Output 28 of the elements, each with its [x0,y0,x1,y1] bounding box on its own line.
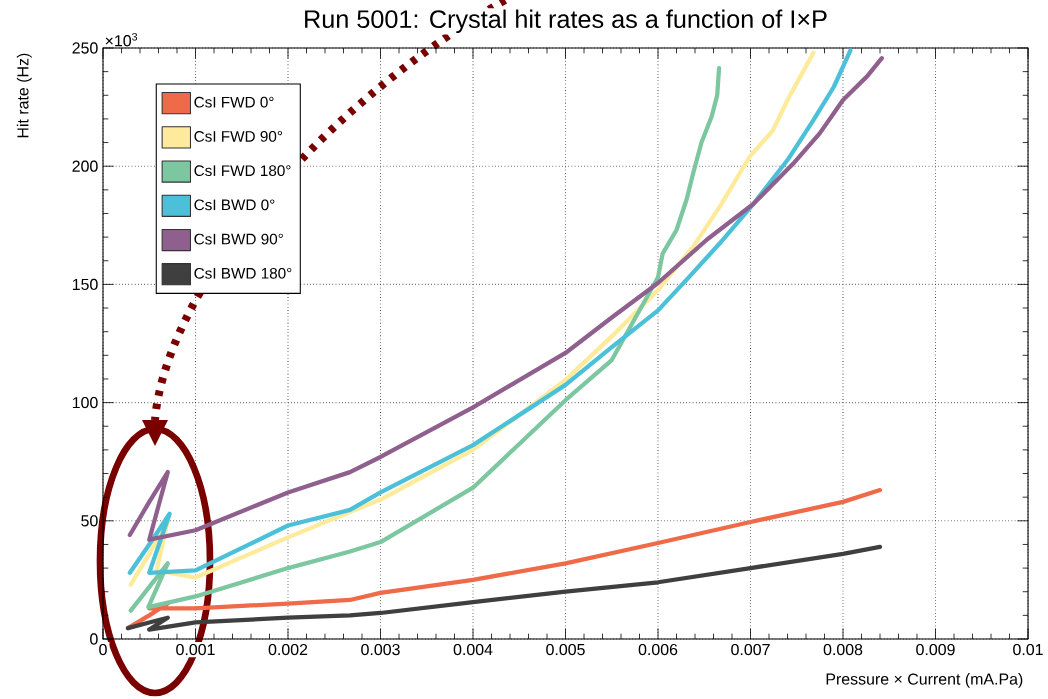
chart-title: Run 5001: Crystal hit rates as a function of I×P [305,9,827,34]
x-tick-label: 0.002 [268,643,308,656]
y-tick-label: 150 [72,278,98,291]
legend-label: CsI BWD 0° [194,199,275,211]
x-tick-label: 0.001 [176,643,215,656]
legend-label: CsI FWD 90° [194,131,283,142]
x-tick-label: 0.006 [638,643,678,656]
y-tick-label: 100 [72,396,98,409]
y-tick-label: 200 [72,160,98,172]
text: ×10$^{3}$ [105,33,138,47]
legend-label: CsI FWD 0° [194,96,274,108]
y-tick-label: 0 [90,633,98,645]
x-tick-label: 0.008 [823,643,863,656]
x-tick-label: 0.003 [361,643,400,656]
y-tick-label: 250 [72,42,98,54]
y-axis-title: Hit rate (Hz) [16,53,32,138]
x-axis-title: Pressure × Current (mA.Pa) [826,673,1023,688]
legend-label: CsI FWD 180° [194,165,291,177]
legend-label: CsI BWD 90° [194,233,283,245]
y-tick-label: 50 [81,515,98,527]
legend-label: CsI BWD 180° [194,267,292,279]
x-tick-label: 0.004 [453,643,493,656]
x-tick-label: 0.01 [1013,643,1043,656]
x-tick-label: 0.005 [546,643,585,656]
x-tick-label: 0 [99,643,107,656]
x-tick-label: 0.009 [916,643,955,656]
x-tick-label: 0.007 [731,643,770,656]
line-series [125,544,883,632]
